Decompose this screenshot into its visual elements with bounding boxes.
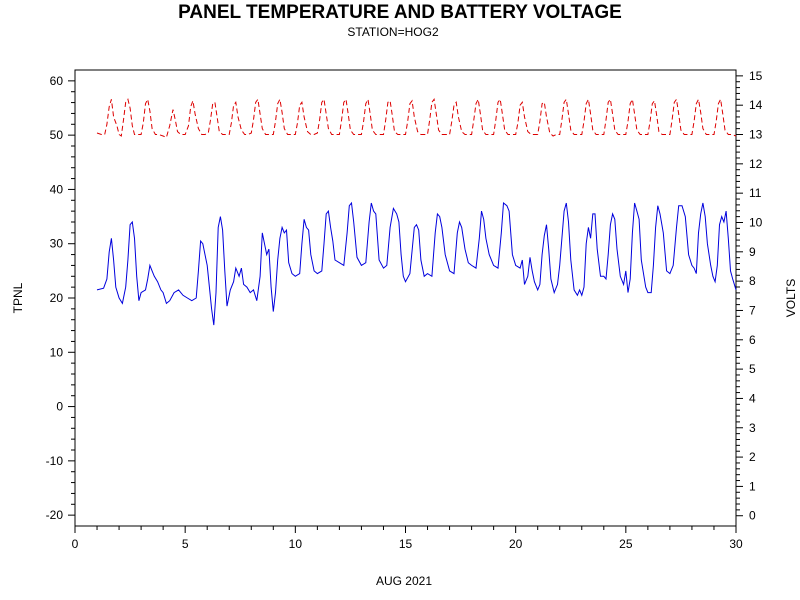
y-right-tick-label: 3 bbox=[749, 421, 756, 435]
x-axis: 0 5 10 15 20 25 30 bbox=[72, 526, 743, 551]
y-right-tick-label: 13 bbox=[749, 128, 763, 142]
y-axis-right-label: VOLTS bbox=[784, 279, 798, 317]
y-left-tick-label: -20 bbox=[46, 508, 64, 522]
x-tick-label: 15 bbox=[399, 537, 413, 551]
x-tick-label: 30 bbox=[729, 537, 743, 551]
y-axis-left: -20 -10 0 10 20 30 40 50 60 bbox=[46, 74, 75, 522]
y-right-tick-label: 15 bbox=[749, 69, 763, 83]
y-left-tick-label: 10 bbox=[50, 345, 64, 359]
y-right-tick-label: 6 bbox=[749, 333, 756, 347]
y-right-tick-label: 14 bbox=[749, 98, 763, 112]
x-tick-label: 10 bbox=[289, 537, 303, 551]
y-right-tick-label: 9 bbox=[749, 245, 756, 259]
y-left-tick-label: 60 bbox=[50, 74, 64, 88]
series-layer bbox=[96, 97, 737, 326]
y-right-tick-label: 12 bbox=[749, 157, 763, 171]
x-axis-label: AUG 2021 bbox=[376, 574, 432, 588]
chart-subtitle: STATION=HOG2 bbox=[347, 25, 439, 39]
x-tick-label: 5 bbox=[182, 537, 189, 551]
chart-title: PANEL TEMPERATURE AND BATTERY VOLTAGE bbox=[178, 2, 622, 23]
y-right-tick-label: 0 bbox=[749, 509, 756, 523]
panel-temperature-line bbox=[96, 201, 737, 326]
x-tick-label: 20 bbox=[509, 537, 523, 551]
x-tick-label: 25 bbox=[619, 537, 633, 551]
y-left-tick-label: 0 bbox=[56, 400, 63, 414]
battery-voltage-line bbox=[96, 97, 737, 139]
y-left-tick-label: -10 bbox=[46, 454, 64, 468]
y-right-tick-label: 11 bbox=[749, 186, 762, 200]
y-right-tick-label: 8 bbox=[749, 274, 756, 288]
y-left-tick-label: 20 bbox=[50, 291, 64, 305]
y-left-tick-label: 40 bbox=[50, 182, 64, 196]
y-left-tick-label: 50 bbox=[50, 128, 64, 142]
y-right-tick-label: 10 bbox=[749, 215, 763, 229]
y-right-tick-label: 4 bbox=[749, 391, 756, 405]
y-right-tick-label: 2 bbox=[749, 450, 756, 464]
y-axis-left-label: TPNL bbox=[11, 282, 25, 313]
y-left-tick-label: 30 bbox=[50, 237, 64, 251]
y-right-tick-label: 1 bbox=[749, 479, 756, 493]
x-tick-label: 0 bbox=[72, 537, 79, 551]
y-right-tick-label: 7 bbox=[749, 303, 756, 317]
plot-frame bbox=[74, 69, 737, 527]
y-right-tick-label: 5 bbox=[749, 362, 756, 376]
